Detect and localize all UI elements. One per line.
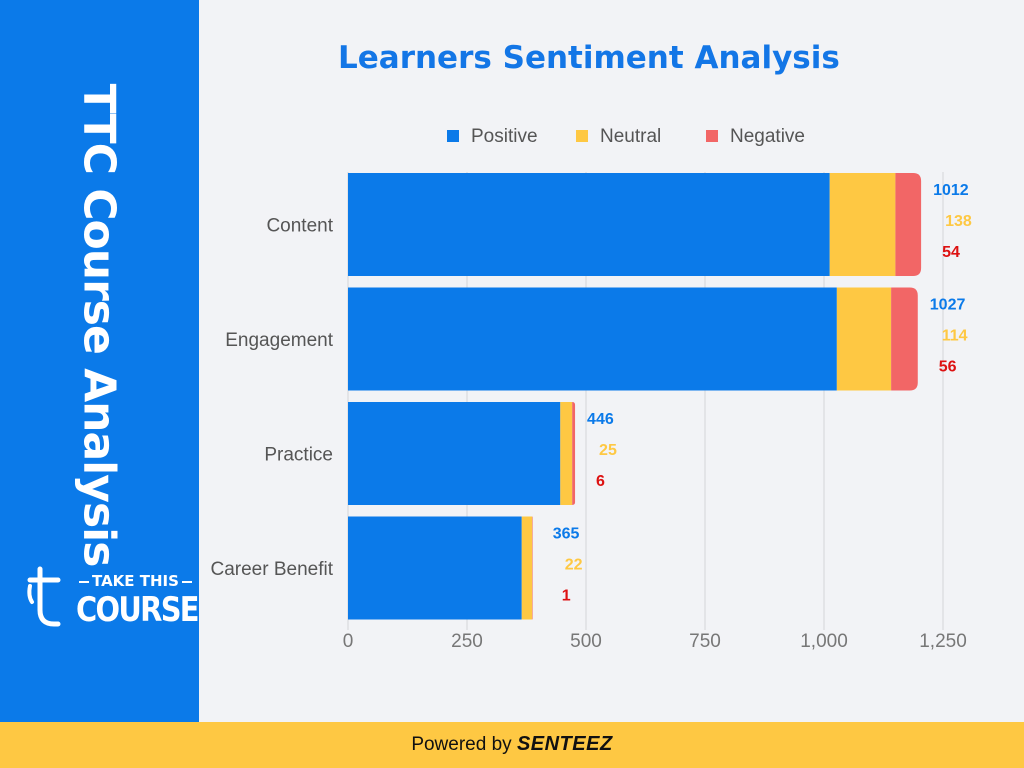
- value-label-neutral: 138: [945, 213, 972, 230]
- x-tick-label: 250: [451, 631, 483, 652]
- bar-neutral: [829, 173, 896, 276]
- value-label-positive: 1027: [930, 297, 966, 314]
- legend-label-neutral: Neutral: [600, 126, 661, 147]
- legend-label-positive: Positive: [471, 126, 538, 147]
- sidebar: TTC Course Analysis TAKE THIS COURSE: [0, 0, 200, 722]
- x-tick-label: 1,250: [919, 631, 967, 652]
- category-label: Content: [266, 216, 333, 237]
- bar-neutral: [836, 287, 892, 391]
- category-label: Engagement: [225, 330, 333, 351]
- chart-labels: Content 1012 138 54 Engagement 1027 114 56 Pract…: [210, 182, 971, 605]
- value-label-neutral: 25: [599, 442, 617, 459]
- x-tick-label: 1,000: [800, 631, 848, 652]
- bar-negative: [895, 173, 922, 276]
- footer-text: Powered by SENTEEZ: [0, 733, 1024, 756]
- value-label-positive: 1012: [933, 182, 969, 199]
- value-label-positive: 365: [553, 526, 580, 543]
- value-label-neutral: 22: [565, 557, 583, 574]
- legend-swatch-neutral: [576, 130, 588, 142]
- x-tick-label: 500: [570, 631, 602, 652]
- sentiment-chart: Positive Neutral Negative 0 250 500 750 1,000 1…: [210, 126, 971, 652]
- value-label-negative: 1: [562, 588, 571, 605]
- x-tick-label: 0: [343, 631, 354, 652]
- bar-negative: [891, 287, 918, 391]
- bar-positive: [348, 173, 830, 276]
- sidebar-title: TTC Course Analysis: [73, 83, 125, 567]
- logo-text-line1: TAKE THIS: [76, 572, 195, 590]
- value-label-negative: 54: [942, 244, 960, 261]
- take-this-course-logo: TAKE THIS COURSE: [24, 566, 200, 634]
- bar-negative: [572, 402, 576, 505]
- bar-positive: [348, 516, 522, 620]
- category-label: Career Benefit: [210, 559, 333, 580]
- category-label: Practice: [264, 445, 333, 466]
- value-label-negative: 56: [939, 359, 957, 376]
- bar-positive: [348, 402, 561, 505]
- footer-prefix: Powered by: [411, 734, 512, 755]
- footer-bar: Powered by SENTEEZ: [0, 722, 1024, 768]
- chart-bars: [348, 173, 922, 620]
- value-label-neutral: 114: [942, 328, 968, 345]
- footer-brand: SENTEEZ: [516, 733, 613, 755]
- value-label-negative: 6: [596, 473, 605, 490]
- bar-neutral: [521, 516, 533, 620]
- value-label-positive: 446: [587, 411, 614, 428]
- bar-neutral: [560, 402, 573, 505]
- x-tick-label: 750: [689, 631, 721, 652]
- logo-t-icon: [27, 566, 61, 627]
- legend-swatch-positive: [447, 130, 459, 142]
- logo-text-line2: COURSE: [76, 590, 200, 630]
- chart-title: Learners Sentiment Analysis: [338, 40, 840, 76]
- legend-swatch-negative: [706, 130, 718, 142]
- legend-label-negative: Negative: [730, 126, 805, 147]
- chart-legend: Positive Neutral Negative: [447, 126, 805, 147]
- bar-positive: [348, 287, 837, 391]
